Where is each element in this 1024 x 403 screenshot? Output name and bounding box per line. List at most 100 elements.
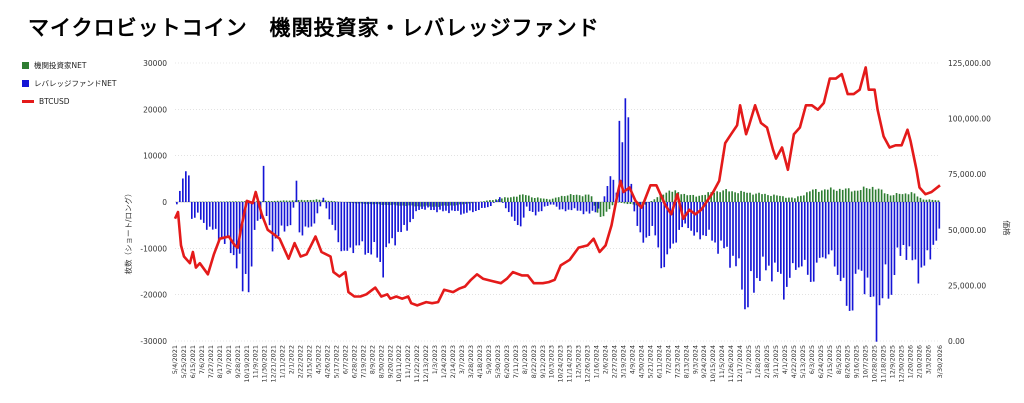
institutional-bar — [423, 202, 425, 207]
x-tick-label: 10/11/2022 — [395, 345, 403, 382]
institutional-bar — [731, 191, 733, 202]
leveraged-bar — [917, 202, 920, 284]
x-tick-label: 4/22/2025 — [790, 345, 798, 378]
leveraged-bar — [301, 202, 304, 236]
leveraged-bar — [621, 142, 624, 202]
x-tick-label: 2/10/2026 — [915, 345, 923, 378]
leveraged-bar — [762, 202, 764, 257]
institutional-bar — [318, 199, 321, 202]
institutional-bar — [865, 188, 868, 202]
leveraged-bar — [788, 202, 791, 278]
institutional-bar — [593, 202, 596, 206]
institutional-bar — [282, 200, 285, 202]
institutional-bar — [695, 196, 698, 202]
institutional-bar — [850, 191, 853, 202]
leveraged-bar — [887, 202, 890, 299]
x-tick-label: 10/19/2021 — [243, 345, 251, 382]
institutional-bar — [324, 200, 327, 202]
institutional-bar — [883, 193, 886, 202]
institutional-bar — [243, 201, 246, 202]
x-tick-label: 6/20/2023 — [503, 345, 511, 378]
leveraged-bar — [415, 202, 417, 212]
leveraged-bar — [421, 202, 423, 209]
institutional-bar — [665, 192, 668, 202]
leveraged-bar — [609, 176, 612, 202]
leveraged-bar — [370, 202, 373, 255]
x-tick-label: 8/26/2025 — [844, 345, 852, 378]
institutional-bar — [569, 194, 572, 202]
institutional-bar — [746, 192, 748, 202]
left-axis-ticks: 30000 20000 10000 0 -10000 -20000 -30000 — [140, 59, 167, 346]
x-tick-label: 6/24/2025 — [817, 345, 825, 378]
institutional-bar — [797, 196, 799, 202]
x-tick-label: 2/22/2022 — [297, 345, 305, 378]
leveraged-bar — [750, 202, 752, 272]
leveraged-bar — [328, 202, 331, 220]
leveraged-bar — [738, 202, 740, 259]
leveraged-bar — [618, 120, 621, 202]
legend-swatch-btc — [22, 99, 34, 103]
institutional-bar — [378, 202, 381, 205]
institutional-bar — [309, 199, 312, 202]
x-tick-label: 4/30/2024 — [637, 345, 645, 378]
x-tick-label: 1/16/2024 — [593, 345, 601, 378]
x-tick-label: 3/30/2026 — [936, 345, 944, 378]
institutional-bar — [925, 199, 928, 202]
leveraged-bar — [785, 202, 788, 287]
leveraged-bar — [753, 202, 755, 293]
leveraged-bar — [872, 202, 875, 297]
x-tick-label: 4/9/2024 — [628, 345, 636, 374]
leveraged-bar — [582, 202, 585, 215]
leveraged-bar — [794, 202, 797, 270]
leveraged-bar — [809, 202, 812, 282]
x-tick-label: 12/5/2023 — [575, 345, 583, 378]
legend-swatch-institutional — [22, 61, 29, 69]
institutional-bar — [527, 195, 530, 202]
institutional-bar — [611, 202, 614, 206]
institutional-bar — [626, 202, 629, 205]
leveraged-bar — [815, 202, 818, 263]
institutional-bar — [913, 193, 916, 202]
leveraged-bar — [229, 202, 232, 254]
institutional-bar — [312, 199, 315, 202]
leveraged-bar — [552, 202, 555, 205]
institutional-bar — [444, 202, 446, 206]
institutional-bar — [468, 202, 470, 204]
leveraged-bar — [337, 202, 340, 243]
leveraged-bar — [484, 202, 486, 208]
institutional-bar — [516, 196, 518, 202]
leveraged-bar — [454, 202, 456, 212]
leveraged-bar — [481, 202, 483, 208]
institutional-bar — [450, 202, 452, 206]
institutional-bar — [791, 197, 793, 202]
institutional-bar — [456, 202, 458, 206]
institutional-bar — [835, 190, 838, 202]
left-tick-label: 0 — [162, 198, 167, 207]
x-tick-label: 3/7/2023 — [458, 345, 466, 374]
left-axis-label: 枚数（ショート/ロング） — [123, 189, 133, 274]
leveraged-bar — [391, 202, 393, 239]
leveraged-bar — [911, 202, 914, 261]
x-tick-label: 7/15/2025 — [826, 345, 834, 378]
x-tick-label: 9/16/2025 — [853, 345, 861, 378]
institutional-bar — [785, 197, 787, 202]
x-tick-label: 8/13/2024 — [682, 345, 690, 378]
institutional-bar — [740, 190, 742, 202]
leveraged-bar — [507, 202, 510, 213]
x-tick-label: 12/30/2025 — [898, 345, 906, 382]
leveraged-bar — [570, 202, 573, 211]
institutional-bar — [728, 191, 730, 202]
institutional-bar — [255, 201, 258, 202]
leveraged-bar — [250, 202, 253, 267]
right-axis-ticks: 125,000.00 100,000.00 75,000.00 50,000.00 25… — [948, 59, 991, 346]
institutional-bar — [596, 202, 599, 213]
leveraged-bar — [920, 202, 923, 268]
institutional-bar — [294, 200, 297, 202]
leveraged-bar — [564, 202, 567, 212]
x-tick-label: 7/6/2021 — [198, 345, 206, 374]
institutional-bar — [291, 200, 294, 202]
leveraged-bar — [714, 202, 716, 243]
x-tick-label: 12/26/2023 — [584, 345, 592, 382]
x-tick-label: 8/5/2025 — [835, 345, 843, 374]
institutional-bar — [862, 186, 865, 202]
